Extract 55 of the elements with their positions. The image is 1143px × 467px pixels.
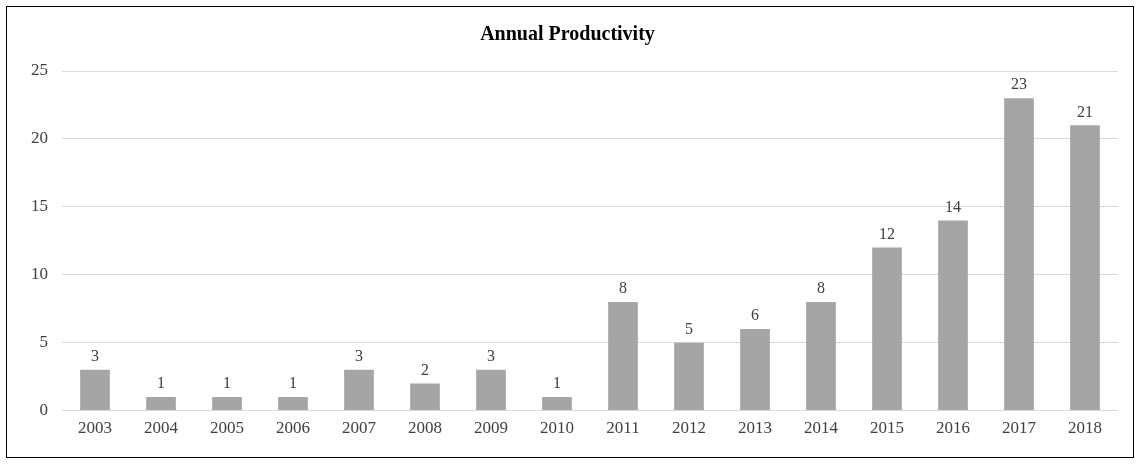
y-tick-label: 20: [31, 128, 48, 148]
x-tick-label: 2013: [738, 418, 772, 438]
data-label: 21: [1077, 102, 1093, 120]
data-label: 5: [685, 319, 693, 337]
y-tick-label: 0: [39, 400, 48, 420]
bar: [872, 247, 902, 411]
bar: [278, 397, 308, 411]
data-label: 3: [355, 347, 363, 365]
x-tick-label: 2017: [1002, 418, 1037, 438]
data-label: 3: [91, 347, 99, 365]
x-tick-label: 2004: [144, 418, 179, 438]
x-tick-label: 2016: [936, 418, 970, 438]
x-tick-label: 2010: [540, 418, 574, 438]
x-tick-label: 2003: [78, 418, 112, 438]
data-label: 8: [817, 279, 825, 297]
data-label: 1: [223, 374, 231, 392]
bar: [740, 329, 770, 411]
bar: [674, 342, 704, 411]
bar: [1004, 98, 1034, 411]
y-tick-label: 25: [31, 60, 48, 80]
data-label: 1: [553, 374, 561, 392]
y-tick-label: 5: [39, 332, 48, 352]
data-label: 14: [945, 197, 961, 215]
x-tick-label: 2006: [276, 418, 310, 438]
y-tick-label: 10: [31, 264, 48, 284]
bar: [476, 369, 506, 411]
bar: [80, 369, 110, 411]
bar: [806, 301, 836, 411]
data-label: 6: [751, 306, 759, 324]
x-tick-label: 2005: [210, 418, 244, 438]
x-tick-label: 2009: [474, 418, 508, 438]
data-label: 8: [619, 279, 627, 297]
x-tick-label: 2015: [870, 418, 904, 438]
y-tick-label: 15: [31, 196, 48, 216]
x-tick-label: 2007: [342, 418, 377, 438]
bar: [410, 383, 440, 411]
x-tick-label: 2012: [672, 418, 706, 438]
data-label: 2: [421, 360, 429, 378]
chart-title: Annual Productivity: [480, 22, 655, 46]
data-label: 1: [289, 374, 297, 392]
bar: [344, 369, 374, 411]
bar: [542, 397, 572, 411]
data-label: 23: [1011, 75, 1027, 93]
bar: [608, 301, 638, 411]
bar: [1070, 125, 1100, 411]
x-tick-label: 2014: [804, 418, 839, 438]
bar: [146, 397, 176, 411]
x-tick-label: 2018: [1068, 418, 1102, 438]
data-label: 12: [879, 224, 895, 242]
x-tick-label: 2011: [606, 418, 640, 438]
bar: [212, 397, 242, 411]
data-label: 1: [157, 374, 165, 392]
bar: [938, 220, 968, 411]
x-tick-label: 2008: [408, 418, 442, 438]
data-label: 3: [487, 347, 495, 365]
